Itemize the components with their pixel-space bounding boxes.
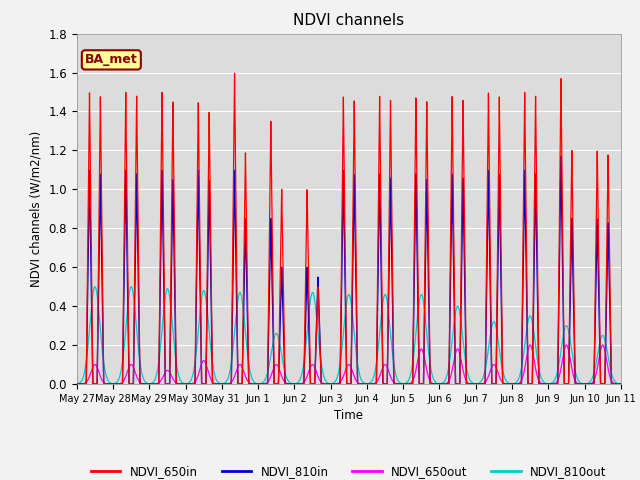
X-axis label: Time: Time	[334, 409, 364, 422]
Title: NDVI channels: NDVI channels	[293, 13, 404, 28]
Y-axis label: NDVI channels (W/m2/nm): NDVI channels (W/m2/nm)	[30, 131, 43, 287]
Text: BA_met: BA_met	[85, 53, 138, 66]
Legend: NDVI_650in, NDVI_810in, NDVI_650out, NDVI_810out: NDVI_650in, NDVI_810in, NDVI_650out, NDV…	[86, 461, 611, 480]
